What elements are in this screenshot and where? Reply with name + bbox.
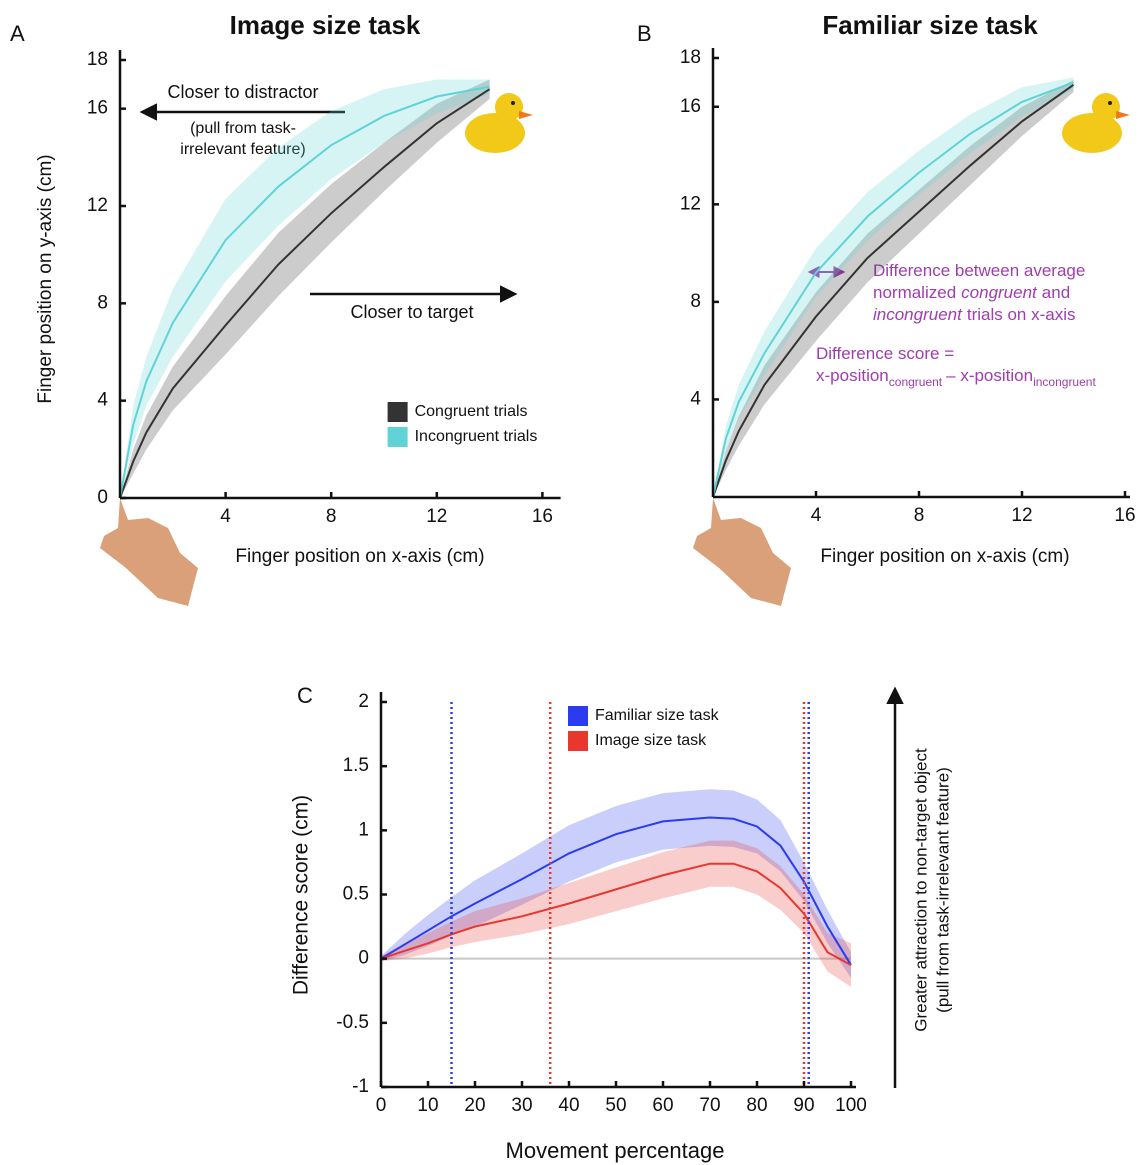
formula-subscript: congruent bbox=[889, 375, 943, 389]
y-tick-label: 18 bbox=[87, 49, 108, 70]
hand-shape bbox=[693, 498, 791, 606]
x-tick-label: 4 bbox=[220, 506, 231, 527]
note-text: congruent bbox=[961, 283, 1038, 302]
y-axis-label: Difference score (cm) bbox=[290, 795, 313, 995]
legend-swatch bbox=[568, 706, 588, 726]
x-tick-label: 4 bbox=[811, 505, 822, 526]
y-tick-label: 4 bbox=[97, 390, 108, 411]
y-tick-label: 8 bbox=[97, 292, 108, 313]
note: Difference between average bbox=[873, 261, 1085, 280]
y-tick-label: 2 bbox=[358, 691, 369, 712]
x-tick-label: 12 bbox=[426, 506, 447, 527]
legend-label: Incongruent trials bbox=[415, 428, 538, 445]
side-note: (pull from task-irrelevant feature) bbox=[933, 767, 952, 1013]
duck-head bbox=[1092, 93, 1120, 121]
legend-label: Familiar size task bbox=[595, 707, 720, 724]
panel-label: B bbox=[637, 21, 652, 46]
x-tick-label: 8 bbox=[914, 505, 925, 526]
x-tick-label: 60 bbox=[652, 1095, 673, 1116]
y-tick-label: 0 bbox=[97, 487, 108, 508]
y-tick-label: 12 bbox=[680, 193, 701, 214]
y-tick-label: -0.5 bbox=[336, 1012, 369, 1033]
x-tick-label: 40 bbox=[558, 1095, 579, 1116]
y-tick-label: 0.5 bbox=[343, 884, 369, 905]
formula: Difference score = bbox=[816, 344, 954, 363]
body: A Image size task Finger position on x-a… bbox=[0, 0, 1140, 1165]
x-tick-label: 80 bbox=[746, 1095, 767, 1116]
x-tick-label: 12 bbox=[1011, 505, 1032, 526]
x-tick-label: 30 bbox=[511, 1095, 532, 1116]
formula: x-positioncongruent– x-positionincongrue… bbox=[816, 366, 1096, 389]
x-tick-label: 20 bbox=[464, 1095, 485, 1116]
formula-text: x-position bbox=[816, 366, 889, 385]
y-tick-label: 18 bbox=[680, 47, 701, 68]
x-tick-label: 100 bbox=[835, 1095, 867, 1116]
x-axis-label: Movement percentage bbox=[506, 1138, 725, 1163]
duck-eye bbox=[1108, 101, 1112, 105]
y-tick-label: 4 bbox=[690, 388, 701, 409]
x-tick-label: 16 bbox=[532, 506, 553, 527]
x-tick-label: 16 bbox=[1114, 505, 1135, 526]
y-tick-label: 0 bbox=[358, 948, 369, 969]
note-text: Difference between average bbox=[873, 261, 1085, 280]
y-tick-label: 12 bbox=[87, 195, 108, 216]
annotation: (pull from task- bbox=[190, 120, 296, 137]
panel-title: Familiar size task bbox=[822, 10, 1038, 40]
hand bbox=[100, 498, 198, 606]
x-tick-label: 50 bbox=[605, 1095, 626, 1116]
duck-eye bbox=[511, 101, 515, 105]
note-text: normalized bbox=[873, 283, 956, 302]
y-tick-label: 16 bbox=[87, 98, 108, 119]
legend-label: Image size task bbox=[595, 732, 707, 749]
x-axis-label: Finger position on x-axis (cm) bbox=[820, 546, 1069, 567]
y-tick-label: 1.5 bbox=[343, 755, 369, 776]
x-tick-label: 90 bbox=[793, 1095, 814, 1116]
annotation: Closer to distractor bbox=[167, 82, 318, 102]
y-tick-label: 1 bbox=[358, 819, 369, 840]
formula-text: – x-position bbox=[946, 366, 1033, 385]
annotation: Closer to target bbox=[350, 302, 473, 322]
y-tick-label: -1 bbox=[352, 1076, 369, 1097]
legend-swatch bbox=[388, 427, 408, 447]
figure: A Image size task Finger position on x-a… bbox=[0, 0, 1140, 1165]
side-note: Greater attraction to non-target object bbox=[911, 748, 930, 1032]
x-tick-label: 10 bbox=[417, 1095, 438, 1116]
duck-head bbox=[495, 93, 523, 121]
legend-swatch bbox=[388, 402, 408, 422]
hand bbox=[693, 498, 791, 606]
note-text: trials on x-axis bbox=[967, 305, 1076, 324]
panel-title: Image size task bbox=[230, 10, 421, 40]
legend-label: Congruent trials bbox=[415, 403, 528, 420]
x-tick-label: 0 bbox=[376, 1095, 387, 1116]
note-text: and bbox=[1042, 283, 1070, 302]
y-tick-label: 16 bbox=[680, 96, 701, 117]
x-tick-label: 70 bbox=[699, 1095, 720, 1116]
panel-label: C bbox=[297, 683, 313, 708]
panel-label: A bbox=[10, 21, 25, 46]
duck bbox=[1062, 93, 1130, 153]
duck-beak bbox=[1116, 111, 1130, 119]
formula-subscript: incongruent bbox=[1033, 375, 1096, 389]
y-axis-label: Finger position on y-axis (cm) bbox=[35, 154, 56, 403]
formula-text: Difference score = bbox=[816, 344, 954, 363]
page: Figure {"chart_data": [ {"type": "line",… bbox=[0, 0, 1140, 1165]
note-text: incongruent bbox=[873, 305, 963, 324]
x-tick-label: 8 bbox=[326, 506, 337, 527]
x-axis-label: Finger position on x-axis (cm) bbox=[235, 546, 484, 567]
y-tick-label: 8 bbox=[690, 291, 701, 312]
legend-swatch bbox=[568, 731, 588, 751]
duck-beak bbox=[519, 111, 533, 119]
hand-shape bbox=[100, 498, 198, 606]
